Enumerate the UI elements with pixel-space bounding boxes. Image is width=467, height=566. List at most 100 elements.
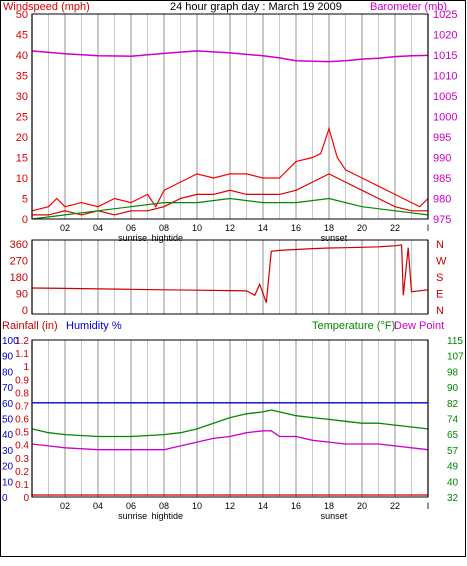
barometer-tick-label: 975 <box>433 214 451 226</box>
humidity-tick-label: 0 <box>2 493 8 504</box>
x-tick-label: 06 <box>126 223 136 233</box>
gust_green-line <box>31 197 429 220</box>
wind-tick-label: 50 <box>16 9 28 21</box>
rain-tick-label: 1.1 <box>15 349 29 360</box>
direction-line <box>31 244 429 303</box>
wind-tick-label: 25 <box>16 112 28 124</box>
barometer-tick-label: 1005 <box>433 91 457 103</box>
barometer-tick-label: 1020 <box>433 30 457 42</box>
direction-tick-label: 0 <box>22 305 28 317</box>
x-tick-label: 14 <box>258 223 268 233</box>
x-tick-label: 14 <box>258 501 268 511</box>
temperature-tick-label: 107 <box>447 352 464 363</box>
wind-tick-label: 20 <box>16 132 28 144</box>
barometer-tick-label: 980 <box>433 194 451 206</box>
humidity-tick-label: 10 <box>2 477 14 488</box>
x-tick-label: 12 <box>225 501 235 511</box>
compass-label: N <box>436 239 444 251</box>
temperature-axis-title: Temperature (°F) <box>312 320 395 332</box>
panel1-left-ticks: 0 5 10 15 20 25 30 35 40 45 50 <box>16 9 28 226</box>
temperature-tick-label: 115 <box>447 336 463 347</box>
rain-tick-label: 0.8 <box>15 388 29 399</box>
event-label-sunrise: sunrise <box>118 511 147 521</box>
wind-tick-label: 0 <box>22 214 28 226</box>
temperature-tick-label: 65 <box>447 430 459 441</box>
rain-tick-label: 1 <box>23 362 29 373</box>
x-tick-label: 10 <box>192 501 202 511</box>
temperature-tick-label: 57 <box>447 446 459 457</box>
rain-tick-label: 0.7 <box>15 401 29 412</box>
dewpoint-axis-title: Dew Point <box>394 320 444 332</box>
wind-tick-label: 40 <box>16 50 28 62</box>
x-tick-label: I <box>427 223 430 233</box>
event-label-hightide: hightide <box>152 511 184 521</box>
panel2-left-ticks: 360 270 180 90 0 <box>10 239 28 317</box>
humidity-tick-label: 20 <box>2 462 14 473</box>
x-tick-label: 10 <box>192 223 202 233</box>
x-tick-label: 20 <box>357 501 367 511</box>
barometer-tick-label: 995 <box>433 132 451 144</box>
panel3-x-ticks: 02 04 06 08 10 12 14 16 18 20 22 I <box>60 501 429 511</box>
barometer-tick-label: 990 <box>433 153 451 165</box>
temperature-line <box>31 409 429 438</box>
panel3-plot-border <box>31 339 429 498</box>
humidity-axis-title: Humidity % <box>66 320 122 332</box>
x-tick-label: 02 <box>60 223 70 233</box>
x-tick-label: 12 <box>225 223 235 233</box>
x-tick-label: 16 <box>291 223 301 233</box>
barometer-tick-label: 985 <box>433 173 451 185</box>
barometer-line <box>31 50 429 63</box>
panel1-plot-border <box>31 13 429 220</box>
x-tick-label: 22 <box>390 223 400 233</box>
compass-label: W <box>436 256 447 268</box>
rain-tick-label: 0.2 <box>15 467 29 478</box>
rain-tick-label: 1.2 <box>15 336 29 347</box>
humidity-tick-label: 90 <box>2 352 14 363</box>
dewpoint-line <box>31 430 429 451</box>
rainfall-axis-title: Rainfall (in) <box>2 320 58 332</box>
panel2-series <box>31 244 429 303</box>
compass-label: S <box>436 272 443 284</box>
temperature-tick-label: 90 <box>447 383 459 394</box>
wind-tick-label: 5 <box>22 194 28 206</box>
event-label-sunset: sunset <box>321 511 348 521</box>
x-tick-label: 04 <box>93 501 103 511</box>
rain-tick-label: 0.4 <box>15 441 29 452</box>
humidity-tick-label: 70 <box>2 383 14 394</box>
rain-tick-label: 0.9 <box>15 375 29 386</box>
x-tick-label: 16 <box>291 501 301 511</box>
direction-tick-label: 180 <box>10 272 28 284</box>
wind-tick-label: 10 <box>16 173 28 185</box>
humidity-tick-label: 60 <box>2 399 14 410</box>
barometer-tick-label: 1015 <box>433 50 457 62</box>
rain-tick-label: 0.3 <box>15 454 29 465</box>
panel1-series <box>31 50 429 220</box>
x-tick-label: 06 <box>126 501 136 511</box>
rain-tick-label: 0.5 <box>15 428 29 439</box>
rain-tick-label: 0.1 <box>15 480 29 491</box>
humidity-tick-label: 100 <box>2 336 19 347</box>
panel2-grid <box>31 240 429 314</box>
humidity-tick-label: 40 <box>2 430 14 441</box>
x-tick-label: 02 <box>60 501 70 511</box>
panel3-event-labels: sunrise hightide sunset <box>118 511 348 521</box>
event-label-sunset: sunset <box>321 233 348 243</box>
event-label-hightide: hightide <box>152 233 184 243</box>
temperature-tick-label: 82 <box>447 399 459 410</box>
barometer-tick-label: 1000 <box>433 112 457 124</box>
wind-axis-title: Windspeed (mph) <box>3 1 90 13</box>
panel3-right-ticks: 32 40 49 57 65 74 82 90 98 107 115 <box>447 336 464 504</box>
humidity-tick-label: 30 <box>2 446 14 457</box>
x-tick-label: 08 <box>159 223 169 233</box>
panel3-grid <box>31 340 429 497</box>
panel1-event-labels: sunrise hightide sunset <box>118 233 348 243</box>
x-tick-label: 08 <box>159 501 169 511</box>
temperature-tick-label: 40 <box>447 477 459 488</box>
compass-label: E <box>436 289 443 301</box>
compass-label: N <box>436 305 444 317</box>
x-tick-label: 18 <box>324 501 334 511</box>
gust-line <box>31 126 429 212</box>
